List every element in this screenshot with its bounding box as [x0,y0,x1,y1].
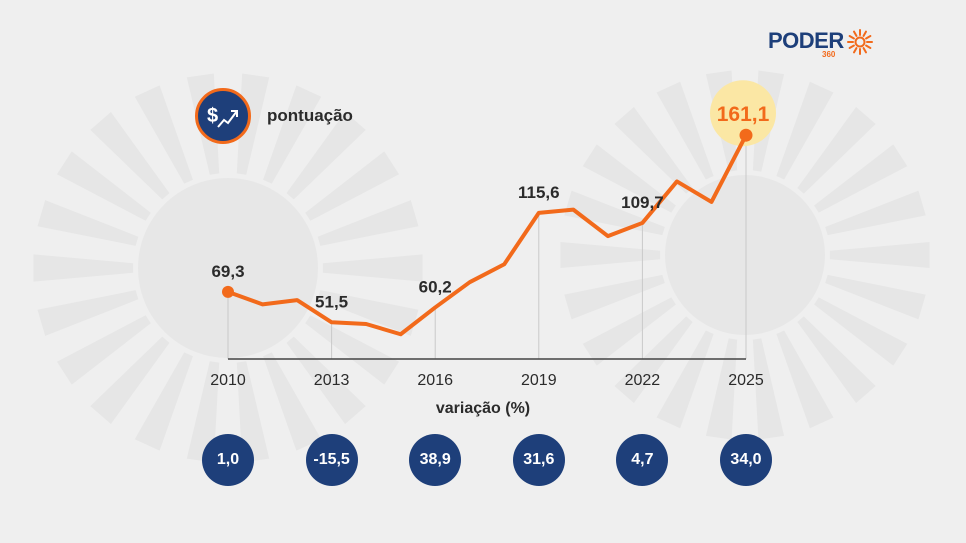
sunburst-ray [286,112,366,200]
sunburst-ray [705,338,738,440]
variation-row: 1,0 -15,5 38,9 31,6 4,7 34,0 [0,434,966,486]
data-label-2019: 115,6 [518,183,560,202]
data-labels: 69,3 51,5 60,2 115,6 109,7 161,1 [211,103,769,311]
sunburst-ray [37,290,139,336]
data-label-2010: 69,3 [211,262,244,281]
sunburst-ray [656,330,714,429]
vertical-guides [227,135,747,359]
highlight-circle [710,80,776,147]
sunburst-ray [263,352,322,451]
sunburst-ray [305,151,400,221]
brand-name: PODER [768,28,844,53]
sunburst-ray [33,254,134,282]
variation-bubble-2022: 4,7 [616,434,669,486]
sunburst-ray [322,254,423,282]
sunburst-ray [564,274,665,320]
variation-bubble-2019: 31,6 [512,434,565,486]
sunburst-ray [814,144,908,213]
background-sunburst-decoration [33,70,930,463]
sunburst-ray [656,81,714,180]
variation-bubble-2013: -15,5 [305,434,358,486]
sunburst-ray [797,107,876,194]
sunburst-ray [263,85,322,184]
sunburst-ray [814,297,908,366]
x-tick-label-2019: 2019 [521,372,557,389]
sunburst-ray [614,107,693,194]
sunburst-ray [134,85,193,184]
x-tick-label-2013: 2013 [314,372,350,389]
data-point-2010 [222,285,234,298]
data-label-2013: 51,5 [315,292,348,311]
sunburst-ray [582,297,676,366]
x-tick-label-2025: 2025 [728,372,764,389]
sunburst-ray [797,316,876,403]
series-line-pontuacao [226,133,748,337]
sunburst-ray [90,336,170,424]
sunburst-ray [829,242,930,268]
sunburst-ray [560,242,661,268]
svg-text:$: $ [207,105,218,127]
variation-bubble-2010: 1,0 [202,434,254,486]
sunburst-ray [90,112,170,200]
data-label-2016: 60,2 [419,277,452,296]
data-point-2025 [739,128,753,142]
legend: $ pontuação [195,88,353,144]
sunburst-ray [776,330,834,429]
sunburst-ray [305,315,400,385]
sunburst-ray [56,315,151,385]
brand-sub: 360 [822,50,836,59]
variation-bubble-2016: 38,9 [409,434,462,486]
legend-label: pontuação [267,106,353,125]
sunburst-ray [752,338,785,440]
sunburst-ray [56,151,151,221]
brand-logo: PODER 360 [768,28,874,59]
x-tick-label-2016: 2016 [417,372,453,389]
dollar-trend-up-icon: $ [195,88,251,144]
variation-bubble-2025: 34,0 [720,434,772,486]
data-label-2022: 109,7 [621,193,664,212]
sunburst-ray [37,200,139,246]
x-tick-labels: 2010 2013 2016 2019 2022 2025 [210,372,764,389]
sunburst-ray [186,361,220,463]
sunburst-ray [582,144,676,213]
variation-title: variação (%) [435,400,531,417]
sunburst-ray [317,200,419,246]
x-tick-label-2022: 2022 [625,372,661,389]
sunburst-ray [825,190,926,236]
sunburst-ray [317,290,419,336]
sunburst-ray [236,361,270,463]
sun-logo-icon [846,29,873,55]
data-points [222,128,753,298]
x-tick-label-2010: 2010 [210,372,246,389]
sunburst-ray [134,352,193,451]
data-label-2025: 161,1 [717,103,770,126]
sunburst-ray [776,81,834,180]
sunburst-ray [825,274,926,320]
